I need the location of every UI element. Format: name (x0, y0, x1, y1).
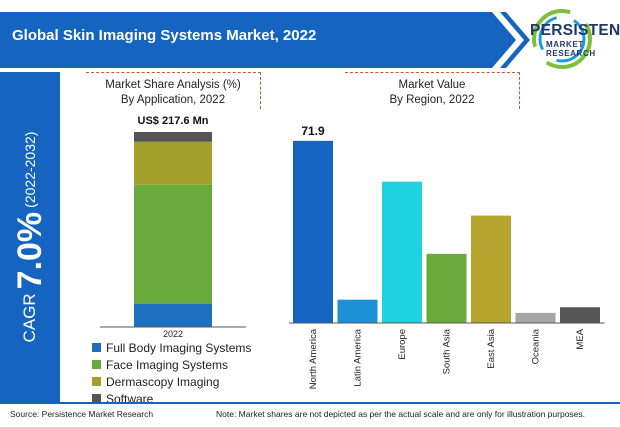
logo-tagline: MARKET RESEARCH (546, 40, 596, 58)
legend-label: Face Imaging Systems (106, 357, 229, 372)
header-banner (0, 12, 530, 68)
x-tick-label: Oceania (531, 328, 542, 364)
persistence-logo-icon (532, 9, 592, 69)
legend-label: Dermascopy Imaging (106, 374, 220, 389)
x-tick-label: North America (308, 328, 319, 389)
right-chart-title: Market Value (398, 79, 466, 91)
bar-south-asia (426, 253, 467, 323)
legend-swatch (92, 360, 101, 369)
x-tick-label: East Asia (486, 328, 497, 368)
x-tick-label: South Asia (442, 328, 453, 374)
logo-wordmark: PERSISTENCE (530, 22, 620, 39)
bar-north-america (293, 140, 333, 323)
bar-east-asia (471, 215, 511, 323)
stack-segment-dermascopy-imaging (134, 141, 212, 185)
cagr-value: 7.0% (10, 211, 49, 290)
footer-divider (0, 402, 620, 404)
legend: Full Body Imaging Systems Face Imaging S… (92, 339, 251, 407)
bar-latin-america (337, 299, 378, 323)
footer-note: Note: Market shares are not depicted as … (216, 409, 586, 419)
page-title: Global Skin Imaging Systems Market, 2022 (12, 27, 317, 44)
legend-item: Software (92, 390, 251, 407)
left-chart-title: Market Share Analysis (%) (105, 79, 241, 91)
stack-segment-full-body-imaging-systems (134, 303, 212, 327)
cagr-sidebar (0, 72, 60, 402)
right-title-frame (345, 72, 520, 109)
legend-swatch (92, 343, 101, 352)
cagr-label: CAGR (20, 293, 39, 343)
market-total-label: US$ 217.6 Mn (137, 115, 209, 127)
region-bar-chart: 71.9 North America Latin America Europe Sout… (289, 124, 605, 389)
bar-oceania (515, 312, 556, 323)
data-label-north-america: 71.9 (301, 124, 325, 138)
legend-swatch (92, 377, 101, 386)
legend-item: Face Imaging Systems (92, 356, 251, 373)
stacked-bar-chart (100, 132, 246, 328)
bar-europe (382, 181, 422, 323)
left-title-frame (86, 72, 261, 109)
legend-item: Dermascopy Imaging (92, 373, 251, 390)
cagr-period: (2022-2032) (22, 131, 38, 208)
stack-segment-face-imaging-systems (134, 184, 212, 304)
x-tick-label: Europe (397, 329, 408, 360)
cagr-text: CAGR 7.0% (2022-2032) (10, 87, 50, 387)
bar-mea (560, 307, 600, 323)
stack-segment-software (134, 132, 212, 142)
left-chart-subtitle: By Application, 2022 (120, 94, 226, 106)
x-tick-label: Latin America (353, 328, 364, 386)
right-chart-subtitle: By Region, 2022 (389, 94, 475, 106)
legend-item: Full Body Imaging Systems (92, 339, 251, 356)
stack-x-tick-label: 2022 (162, 329, 184, 339)
footer-source: Source: Persistence Market Research (10, 409, 154, 419)
legend-label: Full Body Imaging Systems (106, 340, 252, 355)
legend-swatch (92, 394, 101, 403)
x-tick-label: MEA (575, 328, 586, 349)
